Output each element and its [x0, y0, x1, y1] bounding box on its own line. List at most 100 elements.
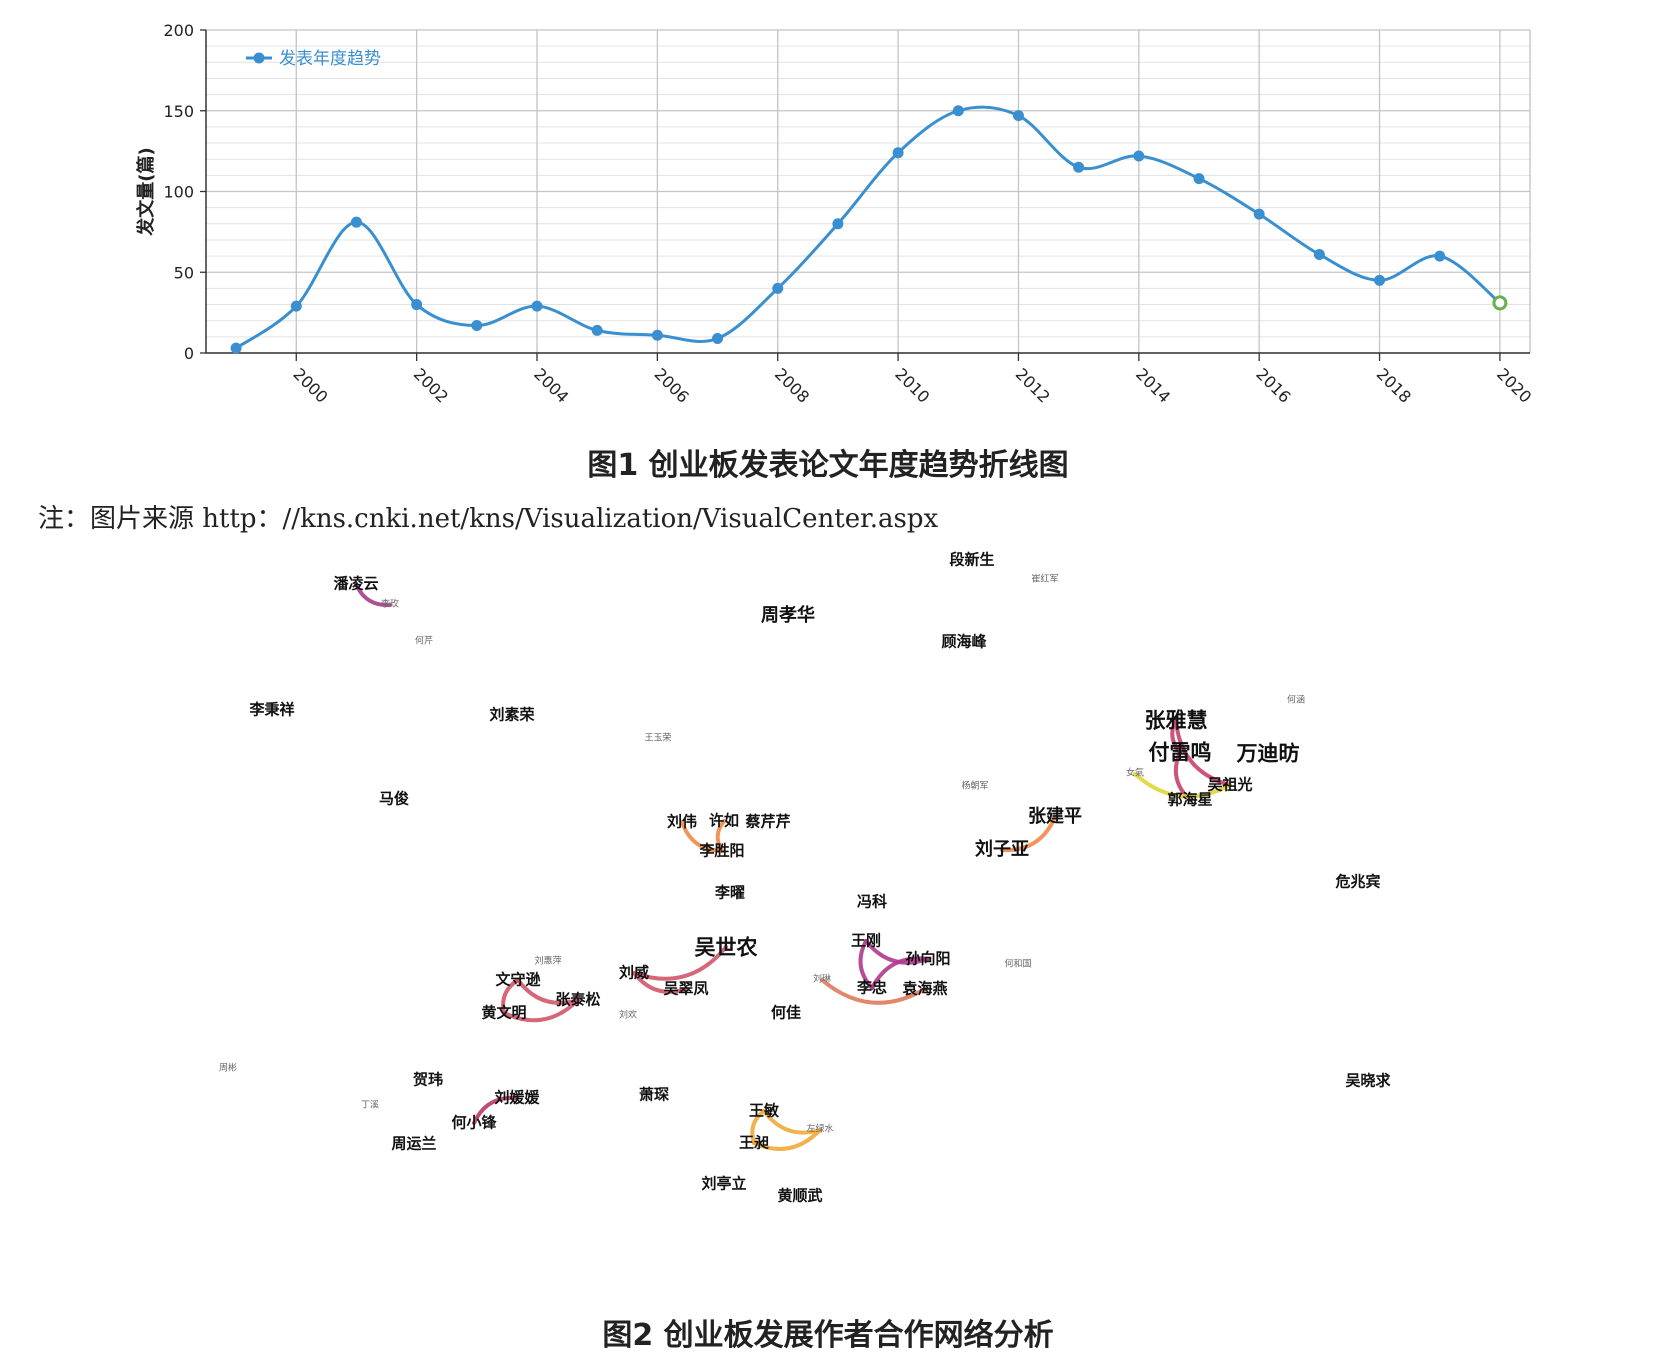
author-node: 付雷鸣 [1148, 739, 1212, 765]
x-tick-label: 2014 [1132, 364, 1174, 406]
x-tick-label: 2018 [1373, 364, 1415, 406]
author-node: 萧琛 [638, 1085, 670, 1104]
data-point [651, 329, 663, 341]
network-edges [354, 582, 1232, 1151]
author-node: 杨朝军 [961, 781, 989, 792]
coauthor-edge [1000, 815, 1057, 853]
author-node: 王玉荣 [644, 733, 672, 744]
x-tick-label: 2016 [1252, 364, 1294, 406]
data-point [772, 282, 784, 294]
author-node: 许如 [708, 811, 740, 830]
coauthor-edge [354, 582, 392, 608]
data-point [350, 216, 362, 228]
coauthor-edge [516, 978, 580, 1005]
author-node: 刘素荣 [489, 705, 535, 724]
x-tick-label: 2000 [289, 364, 331, 406]
data-point [471, 320, 483, 332]
data-point [832, 218, 844, 230]
data-point [591, 324, 603, 336]
author-node: 周彬 [218, 1063, 238, 1074]
legend-label: 发表年度趋势 [279, 49, 381, 69]
data-point [1133, 150, 1145, 162]
data-point [411, 299, 423, 311]
author-node: 刘亭立 [701, 1174, 747, 1193]
data-point [1073, 161, 1085, 173]
author-node: 王刚 [850, 931, 882, 950]
author-node: 顾海峰 [941, 632, 987, 651]
coauthor-edge [472, 1095, 519, 1125]
data-point [290, 300, 302, 312]
coauthor-edge [858, 939, 874, 990]
author-node: 张雅慧 [1144, 707, 1208, 733]
data-point-last [1492, 295, 1508, 311]
author-node: 冯科 [856, 892, 888, 911]
author-node: 孙向阳 [905, 949, 951, 968]
coauthor-edge [1174, 718, 1232, 787]
x-tick-label: 2006 [651, 364, 693, 406]
coauthor-network: 潘凌云 李玫 何芹 段新生 崔红军 周孝华 顾海峰 何涵 李秉祥 刘素荣 王玉荣 张雅慧 付雷鸣 万迪昉吴… [0, 552, 1656, 1290]
figure2-caption: 图2 创业板发展作者合作网络分析 [602, 1318, 1054, 1353]
author-node: 蔡芹芹 [745, 812, 791, 831]
x-tick-label: 2012 [1012, 364, 1054, 406]
author-node: 周运兰 [391, 1134, 437, 1153]
author-node: 黄顺武 [777, 1186, 823, 1205]
author-node: 马俊 [378, 789, 410, 808]
source-note: 注：图片来源 http：//kns.cnki.net/kns/Visualiza… [38, 504, 939, 534]
author-node: 潘凌云 [333, 574, 379, 593]
y-tick-label: 200 [163, 21, 194, 40]
y-tick-label: 0 [184, 344, 194, 363]
author-node: 张建平 [1028, 806, 1082, 827]
figure1-caption: 图1 创业板发表论文年度趋势折线图 [587, 448, 1069, 483]
author-node: 何佳 [770, 1003, 802, 1022]
author-node: 吴世农 [694, 934, 758, 960]
coauthor-edge [632, 971, 688, 994]
author-node: 刘惠萍 [534, 956, 562, 967]
data-point [1193, 173, 1205, 185]
data-point [230, 342, 242, 354]
author-node: 刘子亚 [975, 839, 1029, 860]
author-node: 刘欢 [618, 1010, 638, 1021]
author-node: 吴翠凤 [663, 979, 709, 998]
author-node: 刘琳 [812, 974, 832, 985]
author-node: 刘威 [618, 963, 650, 982]
y-axis-label: 发文量(篇) [135, 147, 157, 236]
author-node: 吴祖光 [1207, 775, 1253, 794]
series-line [235, 105, 1501, 350]
data-point [952, 105, 964, 117]
data-point [1374, 274, 1386, 286]
legend-marker [253, 52, 265, 64]
data-point [1253, 208, 1265, 220]
author-node: 何芹 [414, 636, 434, 647]
coauthor-edge [870, 956, 930, 990]
author-node: 王敏 [748, 1101, 780, 1120]
author-node: 袁海燕 [902, 979, 948, 998]
author-node: 何涵 [1286, 695, 1306, 706]
data-point [1313, 248, 1325, 260]
y-tick-label: 100 [163, 183, 194, 202]
x-tick-label: 2020 [1493, 364, 1535, 406]
author-node: 郭海星 [1167, 790, 1213, 809]
coauthor-edge [752, 1128, 822, 1151]
author-node: 李忠 [856, 978, 888, 997]
coauthor-edge [632, 945, 728, 981]
author-node: 危兆宾 [1335, 872, 1381, 891]
author-node: 崔红军 [1031, 574, 1059, 585]
x-tick-label: 2004 [530, 364, 572, 406]
author-node: 刘媛媛 [494, 1088, 540, 1107]
author-node: 丁溪 [360, 1100, 380, 1111]
y-tick-label: 150 [163, 102, 194, 121]
coauthor-edge [1170, 718, 1182, 754]
author-node: 女氣 [1125, 768, 1145, 779]
author-node: 李胜阳 [699, 841, 745, 860]
x-tick-label: 2008 [771, 364, 813, 406]
coauthor-edge [762, 1109, 822, 1135]
y-tick-label: 50 [174, 263, 194, 282]
coauthor-edge [715, 819, 726, 853]
data-point [712, 332, 724, 344]
coauthor-edge [864, 939, 930, 965]
author-node: 段新生 [949, 550, 995, 569]
trend-line-chart: 0 50 100 150 200 2000 2002 2004 2006 2008 2010 2012… [135, 21, 1535, 407]
author-node: 何和国 [1004, 959, 1032, 970]
coauthor-edge [680, 820, 724, 853]
author-node: 李秉祥 [249, 700, 295, 719]
